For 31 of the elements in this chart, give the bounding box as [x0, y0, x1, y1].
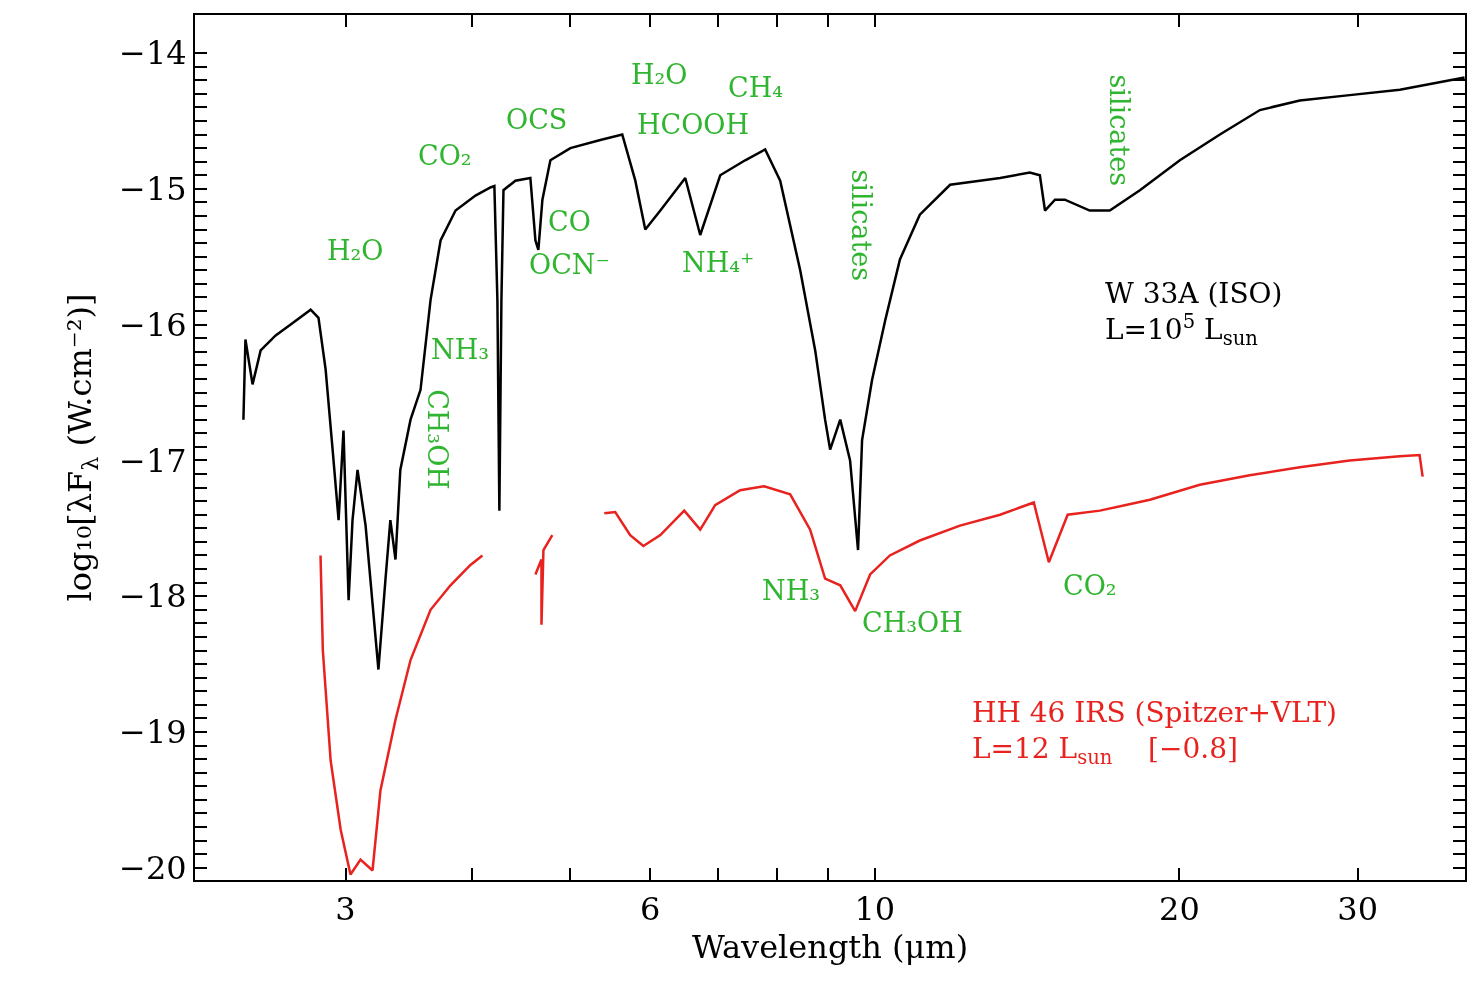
- x-tick-label: 20: [1159, 890, 1200, 929]
- annotation: CO₂: [418, 140, 472, 171]
- annotation: OCS: [506, 104, 568, 135]
- annotation: H₂O: [631, 59, 688, 90]
- annotation: H₂O: [327, 235, 384, 266]
- x-tick-label: 30: [1337, 890, 1378, 929]
- y-tick-label: −17: [119, 441, 187, 480]
- annotation: silicates: [1103, 74, 1135, 187]
- y-tick-label: −18: [119, 577, 187, 616]
- y-tick-label: −16: [119, 305, 187, 344]
- annotation: NH₃: [762, 575, 820, 606]
- text: W 33A (ISO) L=10$^{5}$ L$_{sun}$: [1105, 277, 1283, 351]
- annotation: silicates: [845, 169, 877, 282]
- x-axis-title: Wavelength (μm): [691, 928, 969, 967]
- x-tick-label: 6: [640, 890, 661, 929]
- annotation: CH₃OH: [422, 389, 454, 490]
- y-tick-label: −15: [119, 170, 187, 209]
- annotation: HCOOH: [637, 109, 750, 140]
- annotation: NH₃: [431, 334, 489, 365]
- text: HH 46 IRS (Spitzer+VLT) L=12 L$_{sun}$ [−0.8]: [972, 696, 1338, 770]
- y-tick-label: −19: [119, 713, 187, 752]
- annotation: CH₃OH: [862, 607, 963, 638]
- y-tick-label: −20: [119, 848, 187, 887]
- annotation: CO₂: [1063, 570, 1117, 601]
- annotation: NH₄⁺: [682, 247, 755, 278]
- annotation: CO: [548, 206, 591, 237]
- annotation: CH₄: [728, 72, 784, 103]
- x-tick-label: 3: [335, 890, 356, 929]
- y-tick-label: −14: [119, 34, 187, 73]
- x-tick-label: 10: [854, 890, 896, 929]
- annotation: OCN⁻: [529, 249, 610, 280]
